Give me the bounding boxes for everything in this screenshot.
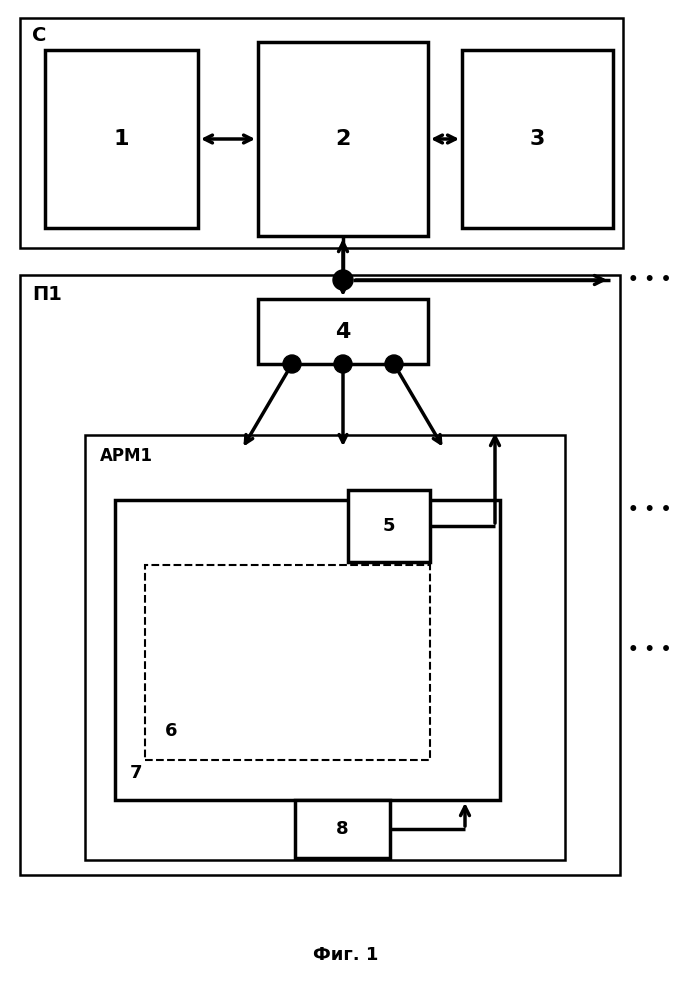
Text: 2: 2: [336, 129, 351, 149]
Text: 1: 1: [113, 129, 129, 149]
Bar: [115, 500, 500, 800]
Text: 6: 6: [165, 722, 178, 740]
Text: П1: П1: [32, 285, 62, 304]
Bar: [20, 18, 623, 248]
Text: 3: 3: [530, 129, 545, 149]
Text: С: С: [32, 26, 46, 45]
Bar: [295, 800, 390, 858]
Text: АРМ1: АРМ1: [100, 447, 153, 465]
Text: 4: 4: [336, 322, 351, 342]
Bar: [462, 50, 613, 228]
Circle shape: [283, 355, 301, 373]
Bar: [145, 565, 430, 760]
Text: 7: 7: [130, 764, 143, 782]
Bar: [348, 490, 430, 562]
Bar: [258, 299, 428, 364]
Text: • • •: • • •: [628, 501, 671, 519]
Bar: [45, 50, 198, 228]
Text: • • •: • • •: [628, 271, 671, 289]
Text: • • •: • • •: [628, 641, 671, 659]
Bar: [85, 435, 565, 860]
Text: 5: 5: [383, 517, 395, 535]
Text: Фиг. 1: Фиг. 1: [313, 946, 379, 964]
Text: 8: 8: [336, 820, 349, 838]
Bar: [20, 275, 620, 875]
Circle shape: [385, 355, 403, 373]
Circle shape: [334, 355, 352, 373]
Bar: [258, 42, 428, 236]
Circle shape: [333, 270, 353, 290]
